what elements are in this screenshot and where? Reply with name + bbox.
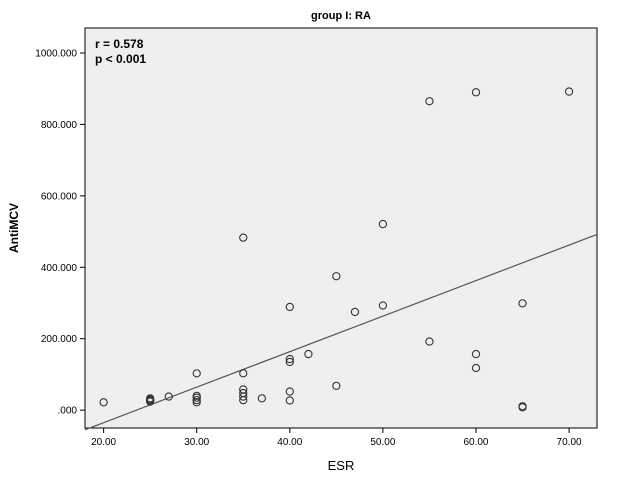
plot-area bbox=[84, 27, 598, 429]
data-points bbox=[99, 87, 574, 412]
data-point bbox=[332, 272, 341, 281]
data-point bbox=[518, 402, 527, 411]
data-point bbox=[471, 349, 481, 359]
data-point bbox=[425, 337, 434, 346]
r-annotation: r = 0.578 bbox=[95, 37, 144, 51]
data-point bbox=[564, 87, 574, 96]
data-point bbox=[350, 307, 360, 317]
x-axis-ticks: 20.00 30.00 40.00 50.00 60.00 70.00 bbox=[91, 428, 582, 448]
x-tick-label: 50.00 bbox=[370, 437, 395, 448]
data-point bbox=[99, 398, 108, 407]
y-tick-label: 600.000 bbox=[41, 191, 78, 202]
p-annotation: p < 0.001 bbox=[95, 52, 146, 66]
y-axis-ticks: .000 200.000 400.000 600.000 800.000 1000.000 bbox=[35, 49, 85, 417]
data-point bbox=[164, 392, 173, 401]
data-point bbox=[285, 387, 294, 396]
data-point bbox=[285, 302, 294, 312]
chart-title: group I: RA bbox=[311, 10, 371, 22]
data-point bbox=[332, 381, 341, 391]
regression-line bbox=[84, 233, 598, 431]
data-point bbox=[192, 391, 201, 401]
data-point bbox=[239, 369, 248, 378]
data-point bbox=[425, 97, 434, 106]
data-point bbox=[192, 395, 201, 405]
data-point bbox=[304, 349, 313, 359]
y-tick-label: 200.000 bbox=[41, 334, 78, 345]
y-tick-label: 400.000 bbox=[41, 263, 78, 274]
data-point bbox=[285, 354, 294, 364]
data-point bbox=[239, 385, 248, 394]
y-axis-label: AntiMCV bbox=[7, 203, 21, 253]
data-point bbox=[285, 396, 294, 405]
data-point bbox=[239, 388, 248, 398]
y-tick-label: 1000.000 bbox=[35, 49, 77, 60]
data-point bbox=[471, 363, 481, 373]
x-tick-label: 20.00 bbox=[91, 437, 116, 448]
x-tick-label: 60.00 bbox=[463, 437, 488, 448]
data-point bbox=[471, 88, 481, 97]
data-point bbox=[146, 394, 155, 403]
data-point bbox=[378, 219, 388, 229]
data-point bbox=[257, 394, 267, 403]
data-point bbox=[239, 233, 248, 242]
x-axis-label: ESR bbox=[328, 458, 355, 473]
data-point bbox=[378, 301, 388, 310]
x-tick-label: 70.00 bbox=[557, 437, 582, 448]
data-point bbox=[192, 369, 201, 378]
data-point bbox=[192, 398, 201, 407]
data-point bbox=[518, 299, 527, 308]
x-tick-label: 40.00 bbox=[277, 437, 302, 448]
y-tick-label: .000 bbox=[58, 406, 78, 417]
x-tick-label: 30.00 bbox=[184, 437, 209, 448]
y-tick-label: 800.000 bbox=[41, 120, 78, 131]
data-point bbox=[285, 357, 294, 367]
